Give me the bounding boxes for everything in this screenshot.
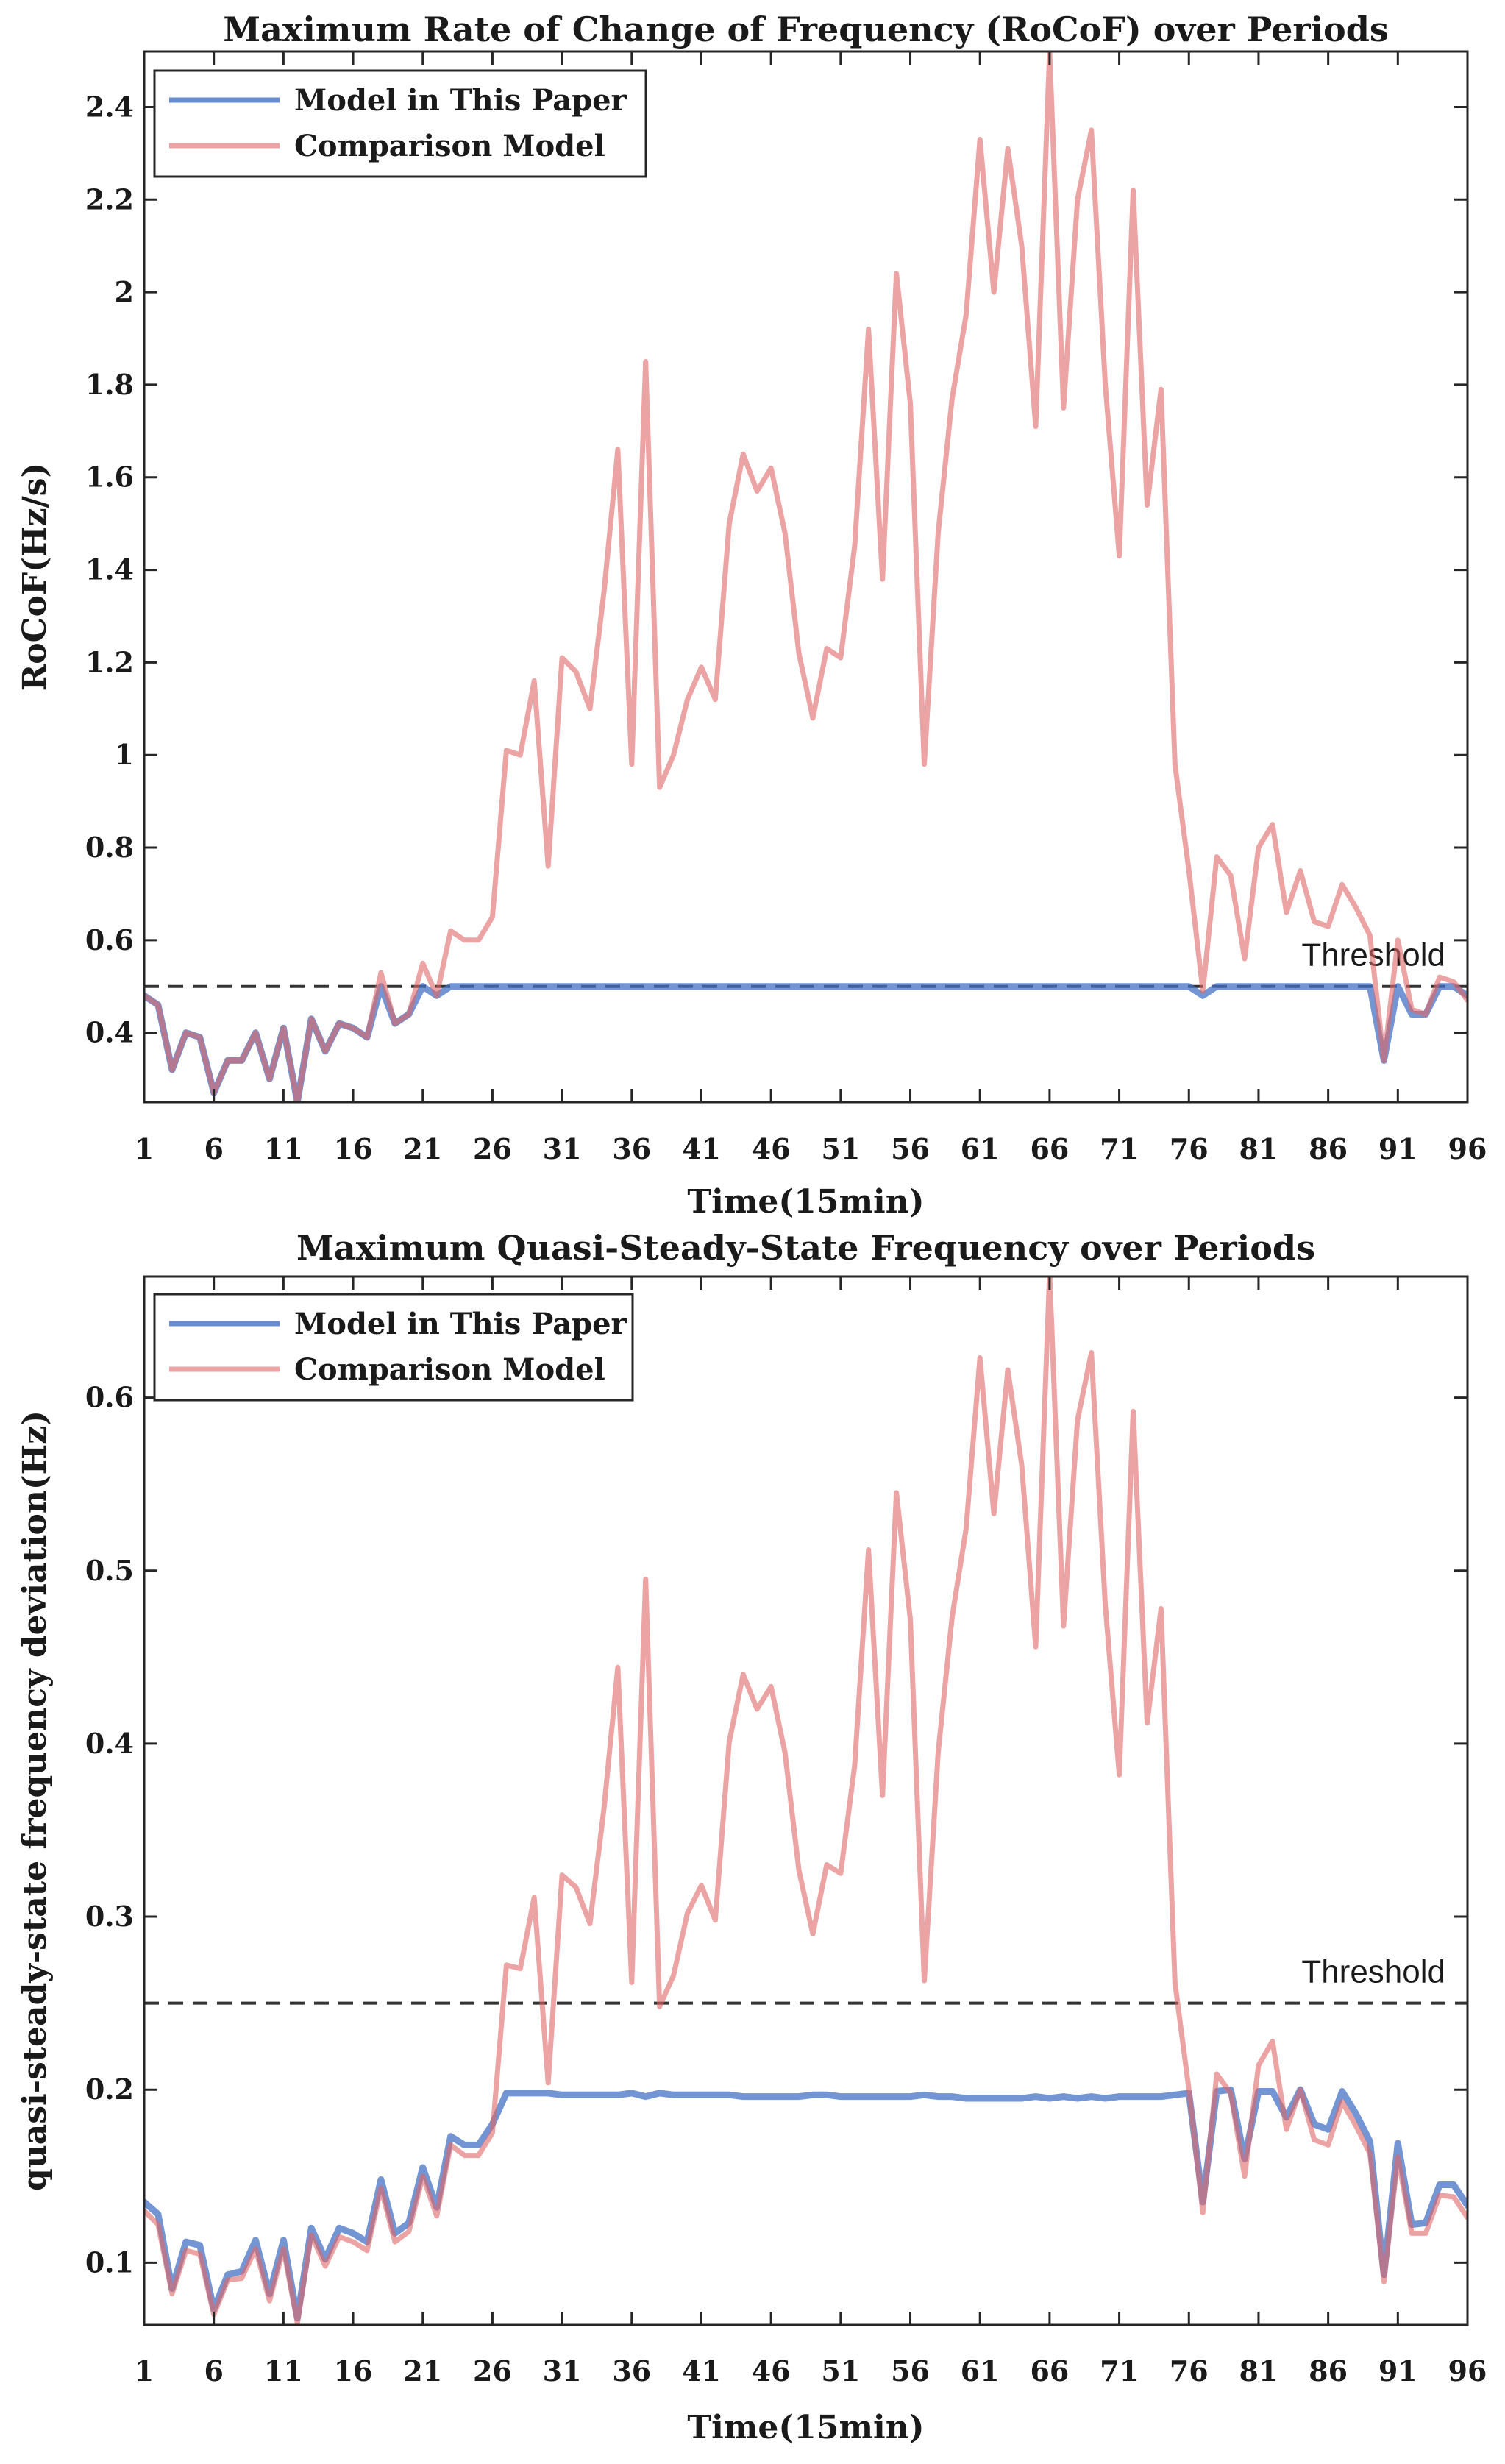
- chart1-xtick-label: 1: [135, 1132, 154, 1165]
- chart2-xtick-label: 6: [204, 2354, 223, 2387]
- chart2-xtick-label: 61: [961, 2354, 1000, 2387]
- chart2-series-comparison-model-line: [144, 1277, 1467, 2325]
- chart1-xtick-label: 36: [612, 1132, 651, 1165]
- chart1-xtick-label: 11: [264, 1132, 303, 1165]
- chart1-xtick-label: 16: [334, 1132, 373, 1165]
- chart1-xtick-label: 46: [752, 1132, 791, 1165]
- chart1-ytick-label: 0.6: [85, 923, 134, 956]
- chart2-ytick-label: 0.1: [85, 2245, 134, 2279]
- chart1-ytick-label: 2.2: [85, 182, 134, 216]
- chart2-xtick-label: 26: [473, 2354, 512, 2387]
- chart1-ytick-label: 0.4: [85, 1016, 134, 1049]
- chart1-title: Maximum Rate of Change of Frequency (RoC…: [223, 10, 1389, 49]
- chart1-legend: Model in This Paper Comparison Model: [153, 69, 647, 178]
- chart1-ylabel: RoCoF(Hz/s): [16, 463, 54, 692]
- chart1-xtick-label: 76: [1170, 1132, 1209, 1165]
- chart1-ytick-label: 2: [115, 275, 134, 308]
- chart1-xtick-label: 6: [204, 1132, 223, 1165]
- chart2-legend-label: Model in This Paper: [294, 1307, 627, 1341]
- chart1-xtick-label: 51: [821, 1132, 860, 1165]
- chart2: Maximum Quasi-Steady-State Frequency ove…: [16, 1228, 1487, 2446]
- chart2-xtick-label: 81: [1239, 2354, 1278, 2387]
- chart2-xtick-label: 56: [891, 2354, 930, 2387]
- chart1-legend-box: [153, 69, 647, 178]
- chart2-xlabel: Time(15min): [687, 2409, 924, 2446]
- chart2-xtick-label: 21: [403, 2354, 442, 2387]
- chart1-xtick-label: 56: [891, 1132, 930, 1165]
- chart2-series-model-in-this-paper-line: [144, 2086, 1467, 2322]
- chart2-xtick-label: 66: [1030, 2354, 1069, 2387]
- chart2-legend-box: [153, 1293, 634, 1402]
- chart1-ytick-label: 1: [115, 738, 134, 771]
- chart1-series-model-in-this-paper-line: [144, 983, 1467, 1102]
- chart1-xlabel: Time(15min): [687, 1183, 924, 1221]
- chart2-xtick-label: 96: [1448, 2354, 1487, 2387]
- chart2-xtick-label: 31: [543, 2354, 582, 2387]
- chart2-series-group: [144, 1277, 1467, 2325]
- chart1-ytick-label: 0.8: [85, 831, 134, 864]
- chart2-threshold-label: Threshold: [1301, 1954, 1445, 1990]
- chart1-ytick-label: 2.4: [85, 90, 134, 123]
- chart2-xtick-label: 36: [612, 2354, 651, 2387]
- chart1-axes-frame: [143, 50, 1469, 1104]
- chart1-xtick-label: 41: [682, 1132, 721, 1165]
- chart1-ytick-label: 1.8: [85, 368, 134, 401]
- chart1-xtick-label: 61: [961, 1132, 1000, 1165]
- chart1-xtick-label: 31: [543, 1132, 582, 1165]
- chart1-xtick-label: 91: [1378, 1132, 1417, 1165]
- chart1-xtick-label: 21: [403, 1132, 442, 1165]
- chart2-ytick-label: 0.5: [85, 1554, 134, 1587]
- chart2-xtick-label: 16: [334, 2354, 373, 2387]
- chart1-xtick-label: 71: [1100, 1132, 1139, 1165]
- chart2-xtick-label: 1: [135, 2354, 154, 2387]
- chart1-xtick-label: 86: [1309, 1132, 1348, 1165]
- chart1-series-comparison-model-line: [144, 52, 1467, 1102]
- chart1-xtick-label: 81: [1239, 1132, 1278, 1165]
- chart1-ytick-label: 1.6: [85, 461, 134, 494]
- chart1-xtick-label: 26: [473, 1132, 512, 1165]
- chart2-title: Maximum Quasi-Steady-State Frequency ove…: [296, 1228, 1315, 1268]
- chart2-ytick-label: 0.3: [85, 1900, 134, 1933]
- chart1-legend-label: Comparison Model: [294, 129, 605, 163]
- chart1-ytick-label: 1.4: [85, 553, 134, 586]
- chart2-axes-frame: [143, 1275, 1469, 2326]
- chart2-ytick-label: 0.6: [85, 1381, 134, 1414]
- chart2-xtick-label: 76: [1170, 2354, 1209, 2387]
- chart2-legend: Model in This Paper Comparison Model: [153, 1293, 634, 1402]
- chart2-xtick-label: 86: [1309, 2354, 1348, 2387]
- chart1-series-group: [144, 52, 1467, 1102]
- chart2-xtick-label: 51: [821, 2354, 860, 2387]
- chart2-xtick-label: 11: [264, 2354, 303, 2387]
- chart1-ytick-label: 1.2: [85, 645, 134, 678]
- chart2-legend-label: Comparison Model: [294, 1352, 605, 1387]
- chart2-xtick-label: 91: [1378, 2354, 1417, 2387]
- chart1-xtick-label: 66: [1030, 1132, 1069, 1165]
- chart2-xtick-label: 46: [752, 2354, 791, 2387]
- chart1-xtick-label: 96: [1448, 1132, 1487, 1165]
- chart2-xtick-label: 71: [1100, 2354, 1139, 2387]
- chart1-legend-label: Model in This Paper: [294, 83, 627, 118]
- chart1: Maximum Rate of Change of Frequency (RoC…: [16, 10, 1487, 1221]
- chart2-ytick-label: 0.4: [85, 1727, 134, 1760]
- chart2-ylabel: quasi-steady-state frequency deviation(H…: [16, 1410, 54, 2191]
- chart2-ytick-label: 0.2: [85, 2073, 134, 2106]
- chart2-xtick-label: 41: [682, 2354, 721, 2387]
